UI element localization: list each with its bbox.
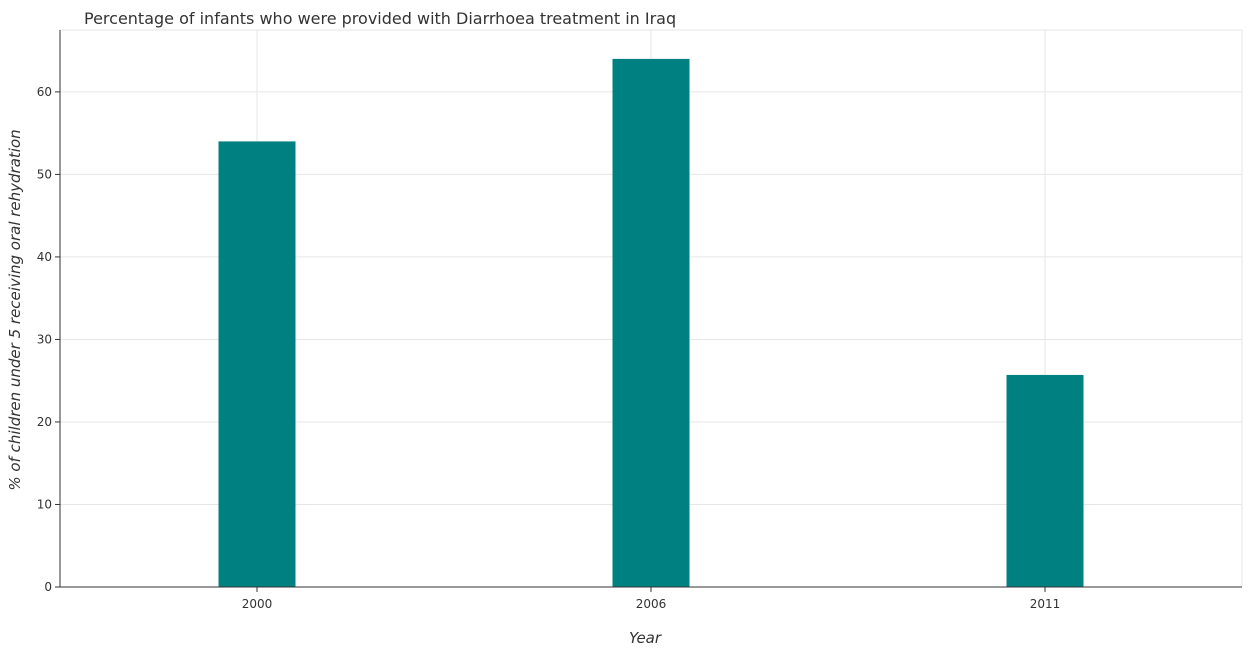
bars xyxy=(218,58,1084,588)
y-tick-label: 50 xyxy=(37,167,52,181)
y-tick-label: 60 xyxy=(37,85,52,99)
y-tick-label: 10 xyxy=(37,497,52,511)
y-tick-label: 0 xyxy=(44,580,52,594)
y-tick-label: 30 xyxy=(37,332,52,346)
chart-title: Percentage of infants who were provided … xyxy=(84,9,676,28)
y-tick-label: 20 xyxy=(37,415,52,429)
bar-2011 xyxy=(1006,374,1084,587)
axes: 0 10 20 30 40 50 60 2000 2006 2011 xyxy=(37,30,1242,611)
y-axis-label: % of children under 5 receiving oral reh… xyxy=(6,129,24,490)
x-axis-label: Year xyxy=(629,629,662,647)
bar-2006 xyxy=(612,58,690,588)
x-tick-label: 2000 xyxy=(242,597,273,611)
y-tick-label: 40 xyxy=(37,250,52,264)
bar-2000 xyxy=(218,141,296,587)
x-tick-label: 2006 xyxy=(636,597,667,611)
x-tick-label: 2011 xyxy=(1030,597,1061,611)
